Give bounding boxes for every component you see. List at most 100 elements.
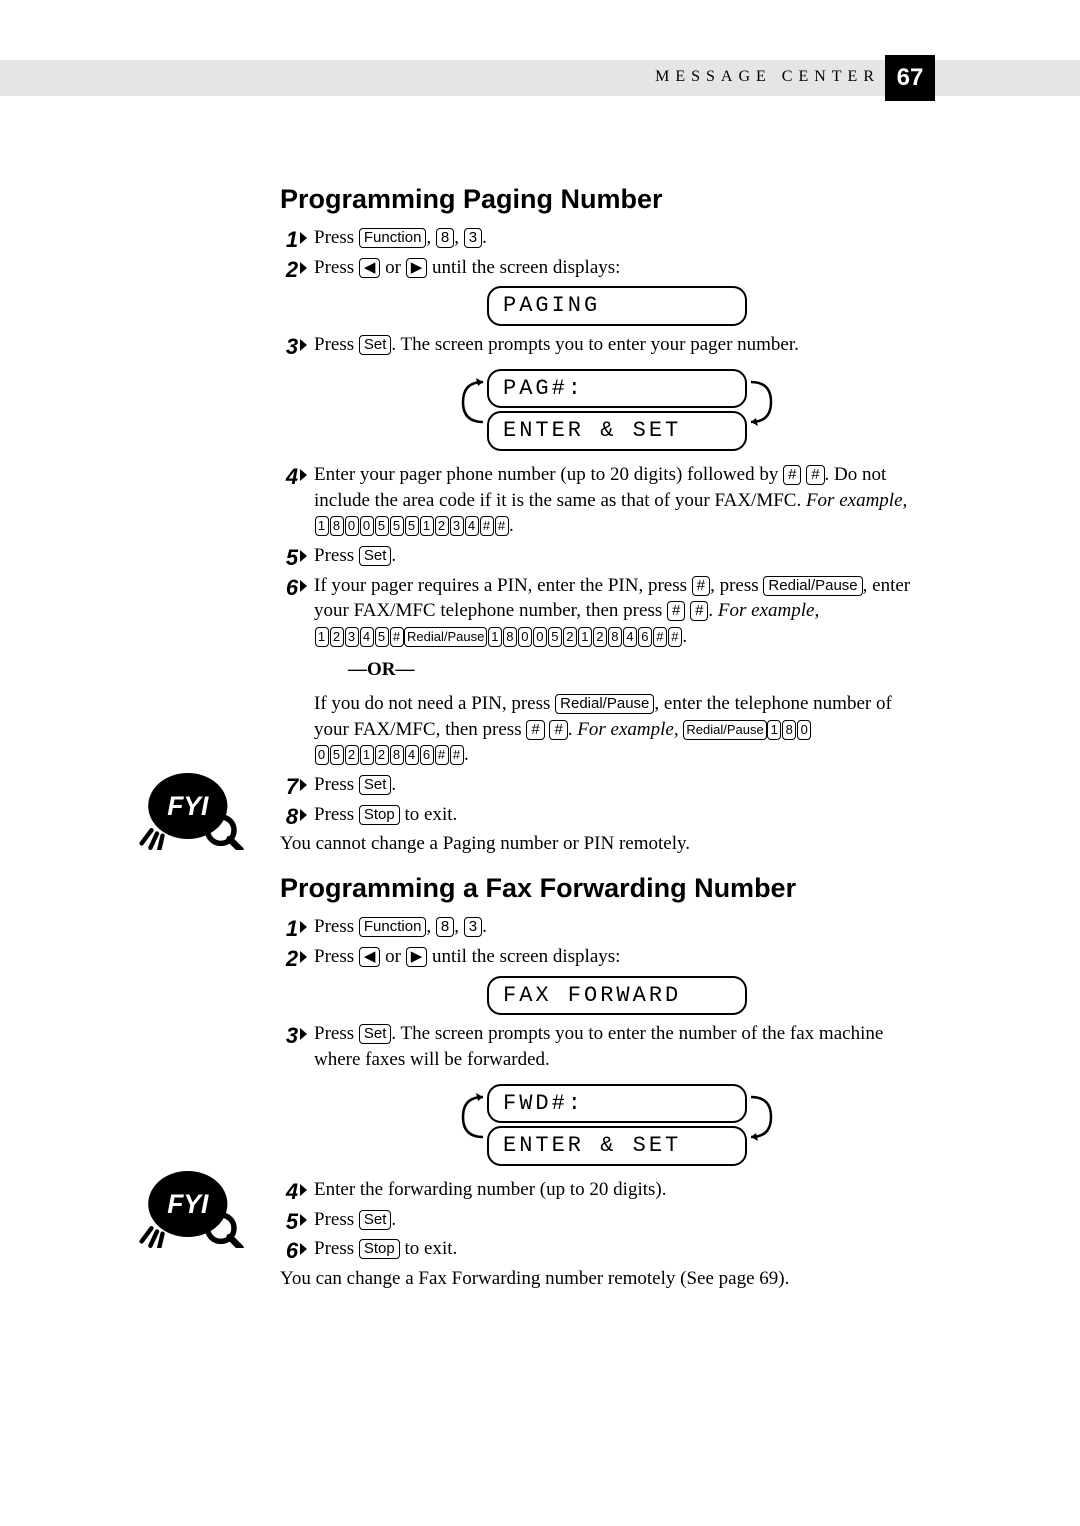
step-text-italic: For example, — [718, 600, 819, 621]
step-text: Press — [314, 545, 359, 566]
hash-key: # — [806, 465, 824, 485]
digit-key: 3 — [450, 516, 464, 536]
hash-key: # — [690, 601, 708, 621]
hash-key: # — [692, 576, 710, 596]
lcd-line: FAX FORWARD — [487, 976, 747, 1016]
digit-key: 2 — [345, 745, 359, 765]
hash-key: # — [390, 627, 404, 647]
digit-key: 0 — [315, 745, 329, 765]
section-title: Programming Paging Number — [280, 184, 920, 215]
digit-key: 4 — [360, 627, 374, 647]
hash-key: # — [495, 516, 509, 536]
key-sequence: 12345# — [314, 626, 404, 647]
function-key: Function — [359, 228, 427, 248]
digit-key: 1 — [360, 745, 374, 765]
digit-key: 1 — [488, 627, 502, 647]
right-arrow-key: ▶ — [406, 258, 428, 278]
step-item: Press Set. The screen prompts you to ent… — [280, 1021, 920, 1169]
step-text: . — [482, 916, 487, 937]
function-key: Function — [359, 917, 427, 937]
hash-key: # — [450, 745, 464, 765]
hash-key: # — [653, 627, 667, 647]
set-key: Set — [359, 335, 392, 355]
step-text: Press — [314, 804, 359, 825]
digit-key: 0 — [518, 627, 532, 647]
digit-key: 0 — [360, 516, 374, 536]
step-text: . — [708, 600, 718, 621]
digit-key: 4 — [465, 516, 479, 536]
step-text: Press — [314, 1023, 359, 1044]
digit-key: 6 — [638, 627, 652, 647]
step-item: Press Function, 8, 3. — [280, 914, 920, 940]
digit-key: 4 — [623, 627, 637, 647]
digit-key: 8 — [503, 627, 517, 647]
set-key: Set — [359, 775, 392, 795]
step-text: Press — [314, 774, 359, 795]
set-key: Set — [359, 1210, 392, 1230]
left-arrow-key: ◀ — [359, 258, 381, 278]
svg-text:FYI: FYI — [167, 791, 209, 821]
header-section-label: MESSAGE CENTER — [655, 68, 880, 86]
key-sequence: 18005551234## — [314, 515, 509, 536]
step-text: Press — [314, 334, 359, 355]
digit-key: 8 — [436, 228, 454, 248]
step-text: . — [391, 1209, 396, 1230]
step-text: If your pager requires a PIN, enter the … — [314, 575, 692, 596]
fyi-icon: FYI — [135, 1160, 245, 1253]
hash-key: # — [526, 720, 544, 740]
step-item: Press Stop to exit. — [280, 1236, 920, 1262]
redial-pause-key: Redial/Pause — [683, 720, 766, 740]
set-key: Set — [359, 546, 392, 566]
fyi-note: You can change a Fax Forwarding number r… — [280, 1268, 920, 1290]
step-text-italic: For example, — [806, 490, 907, 511]
hash-key: # — [667, 601, 685, 621]
hash-key: # — [549, 720, 567, 740]
digit-key: 8 — [782, 720, 796, 740]
digit-key: 8 — [330, 516, 344, 536]
fyi-note: You cannot change a Paging number or PIN… — [280, 833, 920, 855]
digit-key: 1 — [420, 516, 434, 536]
digit-key: 6 — [420, 745, 434, 765]
lcd-display: PAGING — [314, 286, 920, 326]
digit-key: 2 — [563, 627, 577, 647]
step-text: or — [380, 257, 405, 278]
hash-key: # — [435, 745, 449, 765]
step-text: Press — [314, 1209, 359, 1230]
digit-key: 1 — [767, 720, 781, 740]
step-item: Press Set. — [280, 772, 920, 798]
step-item: Enter the forwarding number (up to 20 di… — [280, 1177, 920, 1203]
redial-pause-key: Redial/Pause — [404, 627, 487, 647]
step-text: Press — [314, 946, 359, 967]
section2-steps: Press Function, 8, 3. Press ◀ or ▶ until… — [280, 914, 920, 1262]
digit-key: 0 — [345, 516, 359, 536]
step-item: Press Set. — [280, 543, 920, 569]
digit-key: 1 — [315, 516, 329, 536]
step-text: or — [380, 946, 405, 967]
digit-key: 2 — [330, 627, 344, 647]
lcd-line: FWD#: — [487, 1084, 747, 1124]
step-text: to exit. — [400, 1238, 458, 1259]
lcd-line: PAGING — [487, 286, 747, 326]
fyi-icon: FYI — [135, 762, 245, 855]
step-text: to exit. — [400, 804, 458, 825]
loop-arrow-icon — [749, 370, 775, 434]
step-text: Enter the forwarding number (up to 20 di… — [314, 1179, 666, 1200]
digit-key: 5 — [405, 516, 419, 536]
step-item: Enter your pager phone number (up to 20 … — [280, 462, 920, 539]
digit-key: 0 — [797, 720, 811, 740]
step-text: . — [391, 774, 396, 795]
step-text: . — [391, 545, 396, 566]
section-title: Programming a Fax Forwarding Number — [280, 873, 920, 904]
step-text: , — [454, 916, 464, 937]
digit-key: 3 — [464, 228, 482, 248]
digit-key: 2 — [435, 516, 449, 536]
step-text: If you do not need a PIN, press — [314, 693, 555, 714]
digit-key: 8 — [390, 745, 404, 765]
step-text-italic: For example, — [577, 719, 683, 740]
step-text: , — [426, 916, 436, 937]
hash-key: # — [668, 627, 682, 647]
step-text: Press — [314, 257, 359, 278]
step-text: . — [482, 227, 487, 248]
set-key: Set — [359, 1024, 392, 1044]
step-alt-block: If you do not need a PIN, press Redial/P… — [314, 691, 920, 768]
